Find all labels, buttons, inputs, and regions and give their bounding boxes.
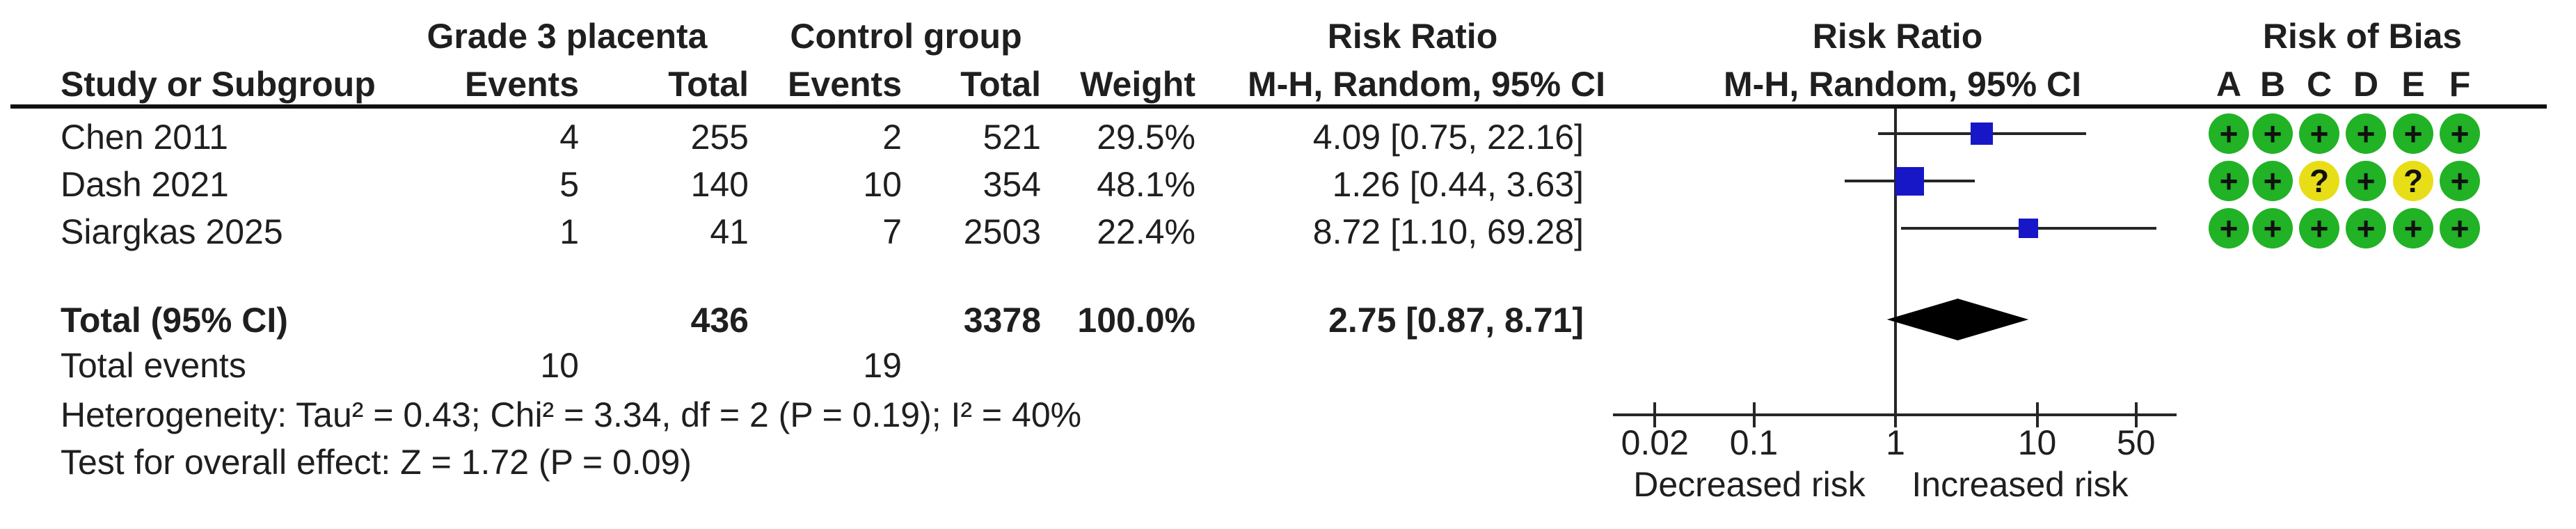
events2-value: 2: [882, 118, 902, 157]
weight-sum: 100.0%: [1077, 301, 1195, 340]
axis-left-label: Decreased risk: [1633, 465, 1866, 504]
axis-tick: [1894, 402, 1897, 427]
total-events-exp: 10: [540, 346, 579, 385]
axis-tick: [2035, 402, 2039, 427]
events2-header: Events: [788, 65, 902, 104]
risk-ratio-plot-title: Risk Ratio: [1812, 17, 1983, 56]
total2-value: 2503: [963, 212, 1041, 251]
mh-plot-subheader: M-H, Random, 95% CI: [1724, 65, 2081, 104]
total1-value: 140: [690, 165, 749, 204]
events1-value: 1: [559, 212, 579, 251]
study-label: Siargkas 2025: [61, 212, 283, 251]
rob-low-risk-icon: +: [2299, 208, 2339, 248]
rob-low-risk-icon: +: [2393, 113, 2433, 154]
rr-ci-value: 1.26 [0.44, 3.63]: [1332, 165, 1584, 204]
risk-ratio-text-title: Risk Ratio: [1327, 17, 1498, 56]
group1-header: Grade 3 placenta: [427, 17, 708, 56]
events2-value: 10: [863, 165, 902, 204]
heterogeneity-stats: Heterogeneity: Tau² = 0.43; Chi² = 3.34,…: [61, 395, 1082, 434]
group2-header: Control group: [790, 17, 1022, 56]
rob-unclear-risk-icon: ?: [2393, 161, 2433, 201]
axis-tick-label: 10: [2017, 423, 2057, 462]
axis-tick: [1653, 402, 1657, 427]
rob-low-risk-icon: +: [2346, 161, 2386, 201]
mh-text-subheader: M-H, Random, 95% CI: [1248, 65, 1605, 104]
rob-low-risk-icon: +: [2252, 161, 2293, 201]
total2-sum: 3378: [963, 301, 1041, 340]
rob-low-risk-icon: +: [2252, 208, 2293, 248]
total-row-label: Total (95% CI): [61, 301, 288, 340]
study-column-header: Study or Subgroup: [61, 65, 376, 104]
risk-of-bias-title: Risk of Bias: [2262, 17, 2463, 56]
study-label: Chen 2011: [61, 118, 228, 157]
total2-value: 354: [983, 165, 1041, 204]
rob-low-risk-icon: +: [2252, 113, 2293, 154]
total-events-ctrl: 19: [863, 346, 902, 385]
axis-tick-label: 0.1: [1729, 423, 1779, 462]
study-label: Dash 2021: [61, 165, 229, 204]
rob-low-risk-icon: +: [2299, 113, 2339, 154]
rob-letter-f: F: [2449, 65, 2471, 104]
rob-low-risk-icon: +: [2440, 113, 2480, 154]
rob-low-risk-icon: +: [2346, 208, 2386, 248]
weight-value: 29.5%: [1097, 118, 1195, 157]
rob-low-risk-icon: +: [2346, 113, 2386, 154]
rob-letter-c: C: [2306, 65, 2332, 104]
effect-square: [1895, 166, 1924, 196]
total1-header: Total: [668, 65, 749, 104]
total2-value: 521: [983, 118, 1041, 157]
total2-header: Total: [960, 65, 1041, 104]
weight-header: Weight: [1080, 65, 1195, 104]
rob-letter-a: A: [2216, 65, 2242, 104]
events1-value: 4: [559, 118, 579, 157]
axis-tick-label: 0.02: [1621, 423, 1689, 462]
total1-value: 255: [690, 118, 749, 157]
pooled-diamond: [1886, 299, 2029, 340]
rob-letter-d: D: [2353, 65, 2379, 104]
total1-value: 41: [710, 212, 749, 251]
events1-header: Events: [465, 65, 579, 104]
axis-tick-label: 1: [1886, 423, 1905, 462]
rob-unclear-risk-icon: ?: [2299, 161, 2339, 201]
rob-low-risk-icon: +: [2393, 208, 2433, 248]
rob-low-risk-icon: +: [2209, 208, 2249, 248]
rob-low-risk-icon: +: [2440, 161, 2480, 201]
axis-right-label: Increased risk: [1911, 465, 2129, 504]
overall-effect-stats: Test for overall effect: Z = 1.72 (P = 0…: [61, 443, 692, 482]
axis-tick: [2134, 402, 2138, 427]
events1-value: 5: [559, 165, 579, 204]
rob-letter-b: B: [2259, 65, 2286, 104]
header-rule: [10, 104, 2547, 109]
rr-ci-value: 8.72 [1.10, 69.28]: [1312, 212, 1584, 251]
no-effect-line: [1894, 109, 1897, 415]
axis-tick: [1752, 402, 1756, 427]
total-events-label: Total events: [61, 346, 246, 385]
pooled-rr-ci: 2.75 [0.87, 8.71]: [1328, 301, 1584, 340]
rob-low-risk-icon: +: [2209, 161, 2249, 201]
axis-tick-label: 50: [2116, 423, 2156, 462]
effect-square: [1971, 123, 1994, 145]
rob-letter-e: E: [2401, 65, 2425, 104]
rob-low-risk-icon: +: [2440, 208, 2480, 248]
effect-square: [2019, 219, 2039, 238]
events2-value: 7: [882, 212, 902, 251]
rr-ci-value: 4.09 [0.75, 22.16]: [1312, 118, 1584, 157]
total1-sum: 436: [690, 301, 749, 340]
weight-value: 22.4%: [1097, 212, 1195, 251]
rob-low-risk-icon: +: [2209, 113, 2249, 154]
weight-value: 48.1%: [1097, 165, 1195, 204]
